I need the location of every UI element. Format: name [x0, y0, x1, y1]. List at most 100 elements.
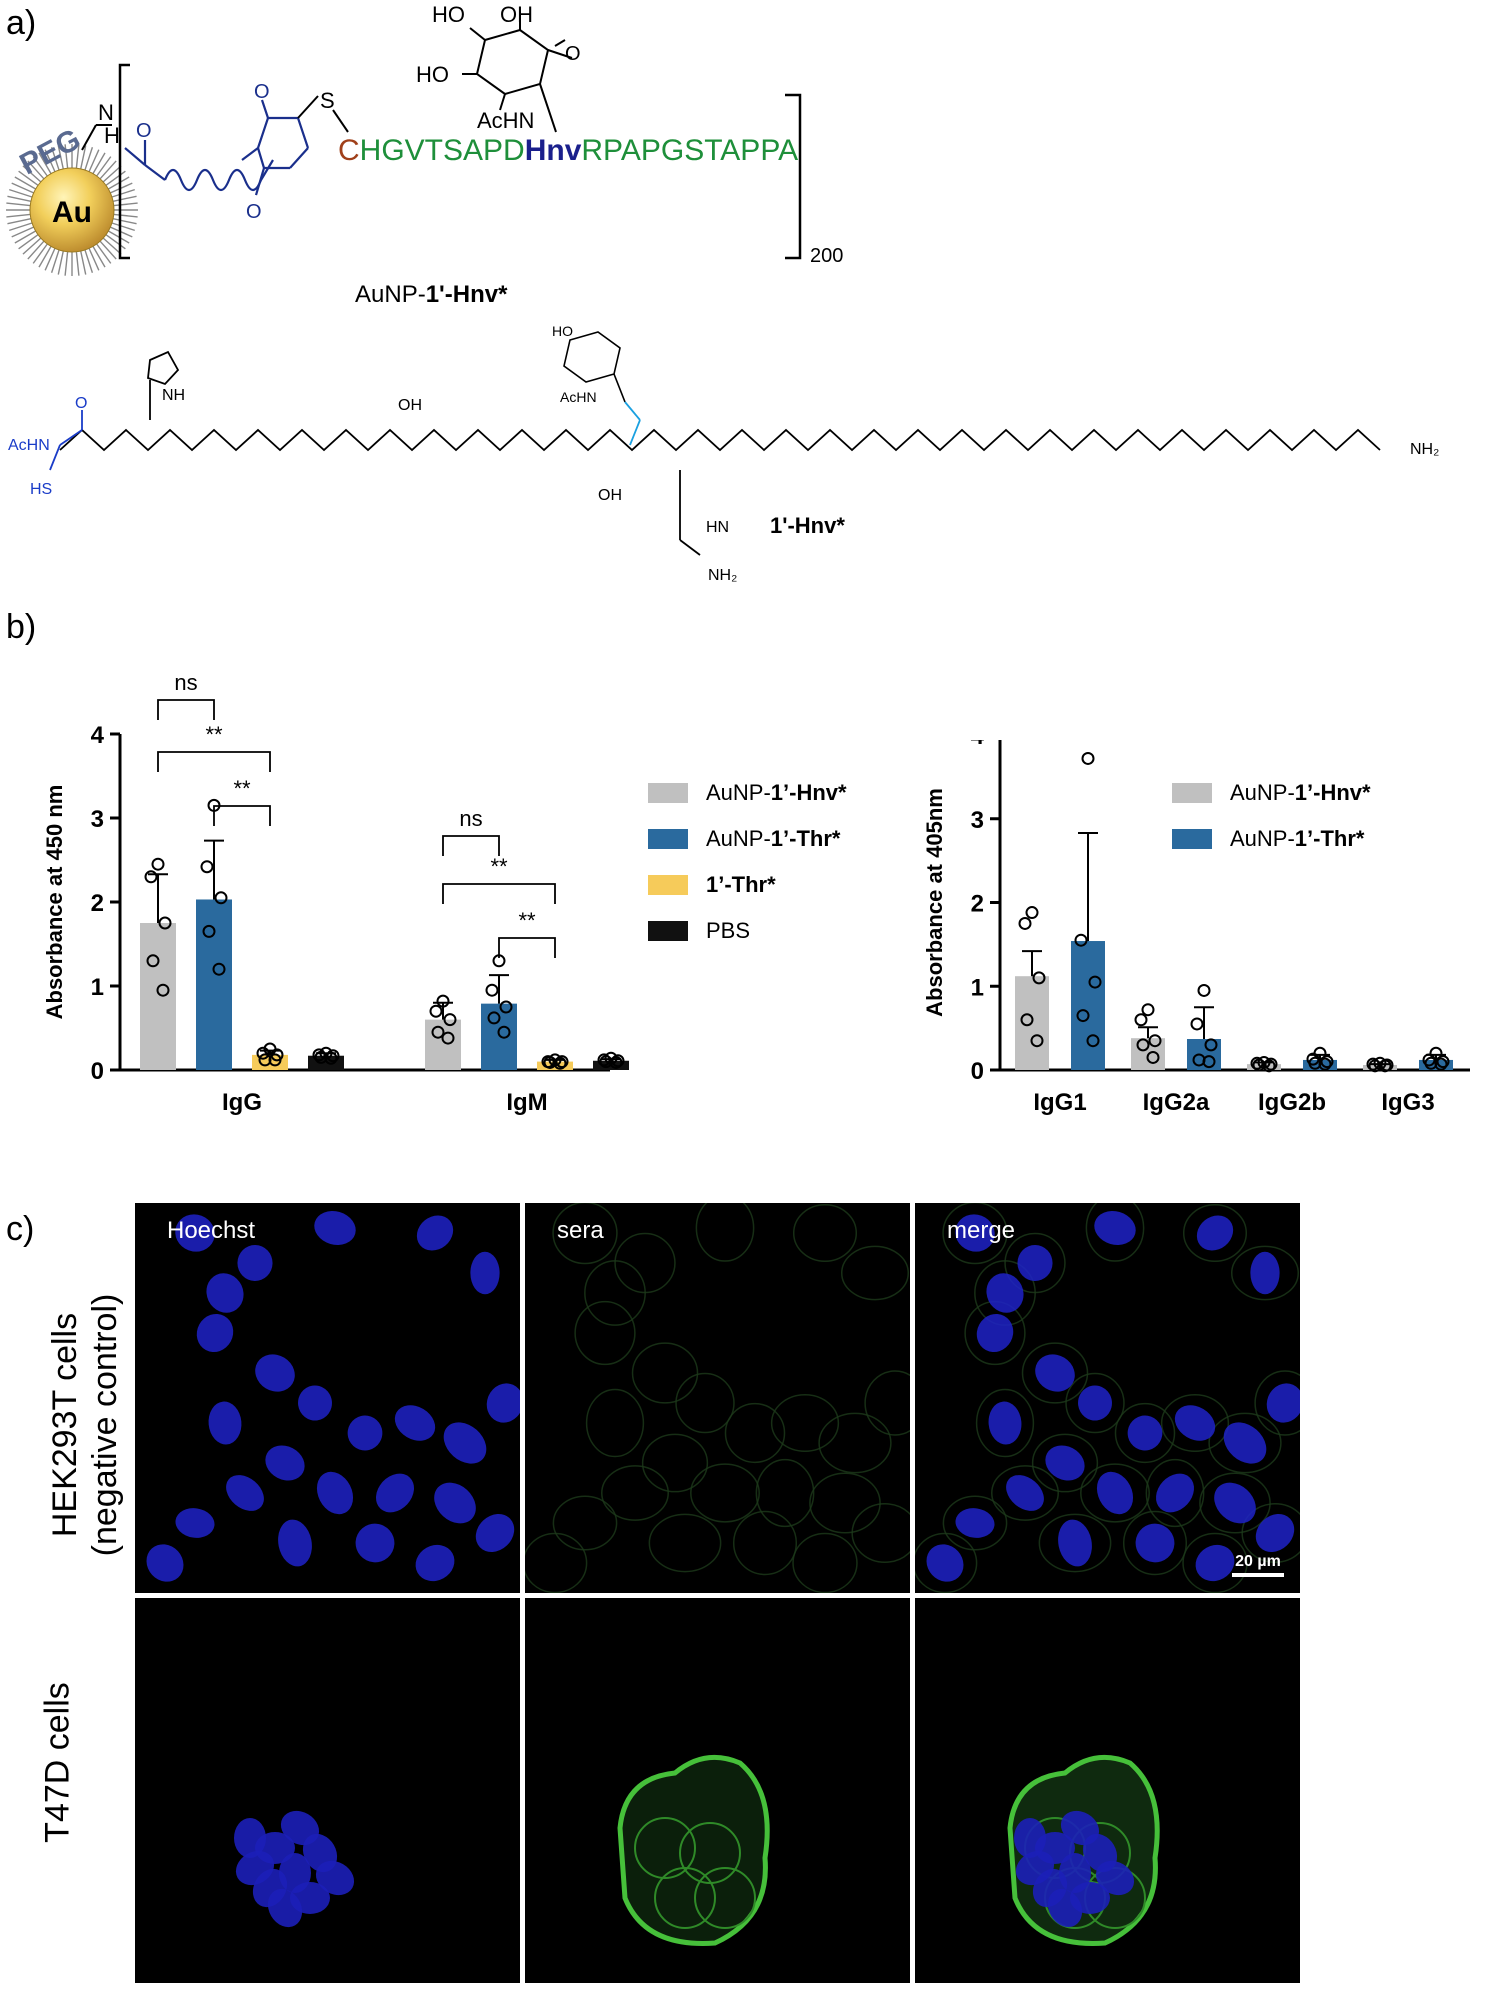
nucleus [237, 1245, 273, 1281]
legend-label: AuNP-1’-Hnv* [706, 780, 847, 805]
micrograph-t47d-merge [915, 1598, 1300, 1983]
y-tick-label: 0 [971, 1058, 984, 1085]
data-point [1366, 1057, 1380, 1071]
nucleus [298, 1385, 332, 1421]
category-label: IgM [506, 1089, 547, 1116]
conjugate-name: AuNP-1'-Hnv* [355, 281, 508, 308]
nucleus [1078, 1385, 1112, 1421]
nucleus [1035, 1354, 1075, 1392]
cell-membrane [552, 1203, 618, 1265]
bar [140, 923, 176, 1070]
data-point [1136, 1038, 1150, 1052]
nucleus [316, 1471, 354, 1515]
data-point [1378, 1059, 1392, 1073]
cell-membrane [1241, 1503, 1300, 1563]
panel-c-letter: c) [6, 1210, 35, 1248]
data-point [1148, 1034, 1162, 1048]
data-point [144, 870, 158, 884]
data-point [1141, 1003, 1155, 1017]
c-term-nh2: NH₂ [1410, 441, 1439, 458]
nucleus [394, 1405, 436, 1441]
legend-label: AuNP-1’-Thr* [706, 826, 841, 851]
cell-membrane [1182, 1203, 1248, 1263]
cell-membrane [1038, 1513, 1112, 1573]
cell-membrane [770, 1394, 840, 1452]
au-label: Au [52, 196, 92, 229]
cell-membrane [1230, 1245, 1300, 1301]
row-label-line1: T47D cells [38, 1682, 77, 1843]
data-point [499, 1000, 513, 1014]
nucleus [1096, 1471, 1134, 1515]
sugar-o: O [565, 43, 581, 65]
cell-membrane [631, 1342, 699, 1404]
cell-membrane [641, 1433, 709, 1493]
cell-membrane [732, 1510, 798, 1576]
nucleus [255, 1354, 295, 1392]
peptide-o: O [75, 395, 87, 412]
cell-membrane [584, 1260, 646, 1326]
cell-membrane [818, 1412, 892, 1474]
column-label-merge: merge [947, 1217, 1016, 1244]
data-point [326, 1049, 340, 1063]
nucleus [1045, 1445, 1085, 1481]
data-point [1204, 1038, 1218, 1052]
data-point [151, 857, 165, 871]
y-tick-label: 2 [971, 891, 984, 918]
data-point [609, 1055, 623, 1069]
category-label: IgG1 [1033, 1089, 1086, 1116]
cell-membrane [942, 1203, 1008, 1265]
y-axis-label: Absorbance at 450 nm [42, 785, 67, 1020]
micrograph-hek-merge: merge 20 µm [915, 1203, 1300, 1593]
cell-membrane [851, 1503, 910, 1563]
data-point [436, 994, 450, 1008]
data-point [431, 1025, 445, 1039]
bar [425, 1019, 461, 1070]
panel-a-structures: Au PEG N H 200 O O O S CHGVTSAPDHnvRPAPG… [6, 2, 1439, 584]
data-point [1020, 1013, 1034, 1027]
cell-outline [694, 1867, 756, 1929]
column-label-hoechst: Hoechst [167, 1217, 256, 1244]
data-point [1202, 1055, 1216, 1069]
chart-igg-subclasses: 0 1 2 3 4 Absorbance at 405nm IgG1 IgG2a IgG2b Ig… [922, 740, 1470, 1116]
nucleus [1250, 1251, 1280, 1295]
data-point [1320, 1055, 1334, 1069]
cell-membrane [1122, 1510, 1188, 1576]
data-point [1146, 1050, 1160, 1064]
legend-label: 1’-Thr* [706, 872, 776, 897]
nucleus [314, 1210, 356, 1246]
nucleus [434, 1482, 476, 1524]
legend-swatch [648, 829, 688, 849]
nucleus [1047, 1888, 1083, 1928]
bar [1071, 941, 1105, 1070]
ser-oh: OH [398, 397, 422, 414]
significance-label: ** [490, 854, 508, 879]
legend-right: AuNP-1’-Hnv* AuNP-1’-Thr* [1172, 770, 1472, 862]
cell-membrane [552, 1495, 618, 1551]
data-point [1086, 1034, 1100, 1048]
sugar-ho1: HO [432, 2, 465, 27]
data-point [487, 1011, 501, 1025]
data-point [312, 1048, 326, 1062]
nucleus [347, 1415, 383, 1451]
cell-cluster [617, 1754, 770, 1946]
cell-membrane [792, 1532, 858, 1593]
y-tick-label: 1 [971, 974, 984, 1001]
cell-membrane [1065, 1372, 1125, 1434]
cell-membrane [1145, 1458, 1205, 1528]
data-point [1088, 975, 1102, 989]
nucleus [206, 1273, 244, 1313]
pep-sugar-achn: AcHN [560, 389, 597, 405]
cell-membrane [975, 1388, 1035, 1458]
data-point [1197, 983, 1211, 997]
legend-left: AuNP-1’-Hnv* AuNP-1’-Thr* 1’-Thr* PBS [648, 770, 908, 954]
nucleus [175, 1214, 215, 1252]
legend-item: PBS [648, 908, 908, 954]
arg-hn: HN [706, 519, 729, 536]
data-point [1076, 1009, 1090, 1023]
bar [481, 1003, 517, 1070]
cell-membrane [1254, 1370, 1300, 1436]
nucleus [955, 1214, 995, 1252]
nucleus [1174, 1405, 1216, 1441]
data-point [214, 891, 228, 905]
galnac-sugar [462, 12, 573, 133]
